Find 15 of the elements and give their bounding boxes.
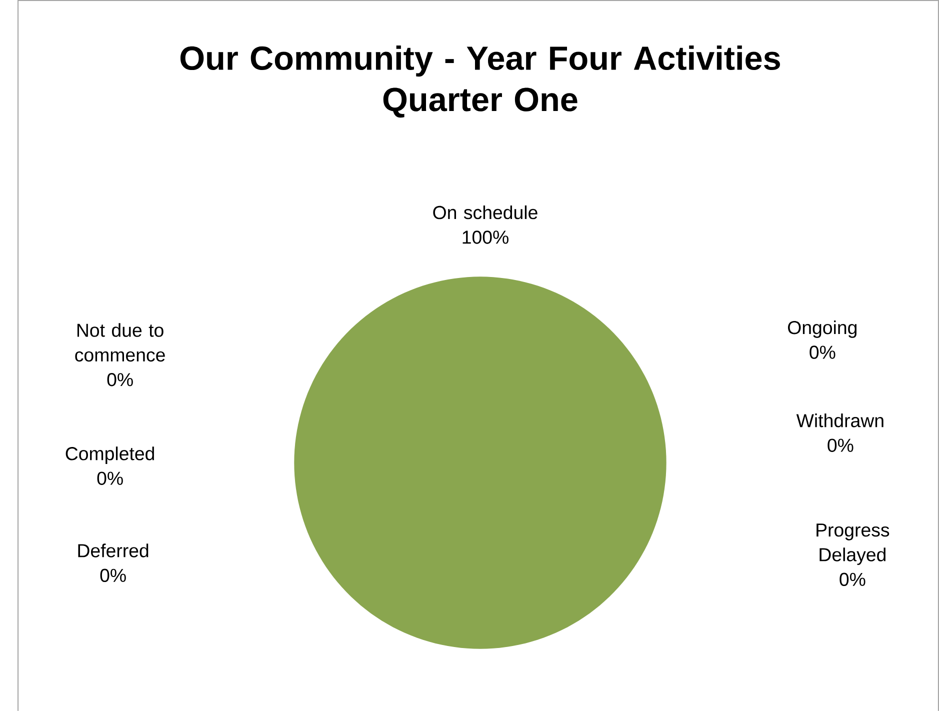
- slice-label: On schedule: [433, 205, 538, 219]
- category-label: Completed: [66, 446, 154, 464]
- category-label: Deferred: [78, 543, 148, 558]
- text: 0%: [107, 372, 133, 386]
- category-label: Not due to commence: [75, 322, 165, 362]
- text: 0%: [810, 345, 836, 359]
- data-label: 100%: [462, 230, 508, 244]
- category-label: Progress Delayed: [816, 523, 890, 565]
- text: 0%: [828, 438, 854, 452]
- text: 0%: [97, 472, 123, 485]
- text: 0%: [100, 568, 126, 582]
- category-label: Withdrawn: [796, 413, 884, 428]
- category-label: Ongoing: [788, 320, 857, 338]
- text: 0%: [840, 572, 866, 586]
- chart-title: Our Community - Year Four Activities Quarter One: [180, 45, 780, 118]
